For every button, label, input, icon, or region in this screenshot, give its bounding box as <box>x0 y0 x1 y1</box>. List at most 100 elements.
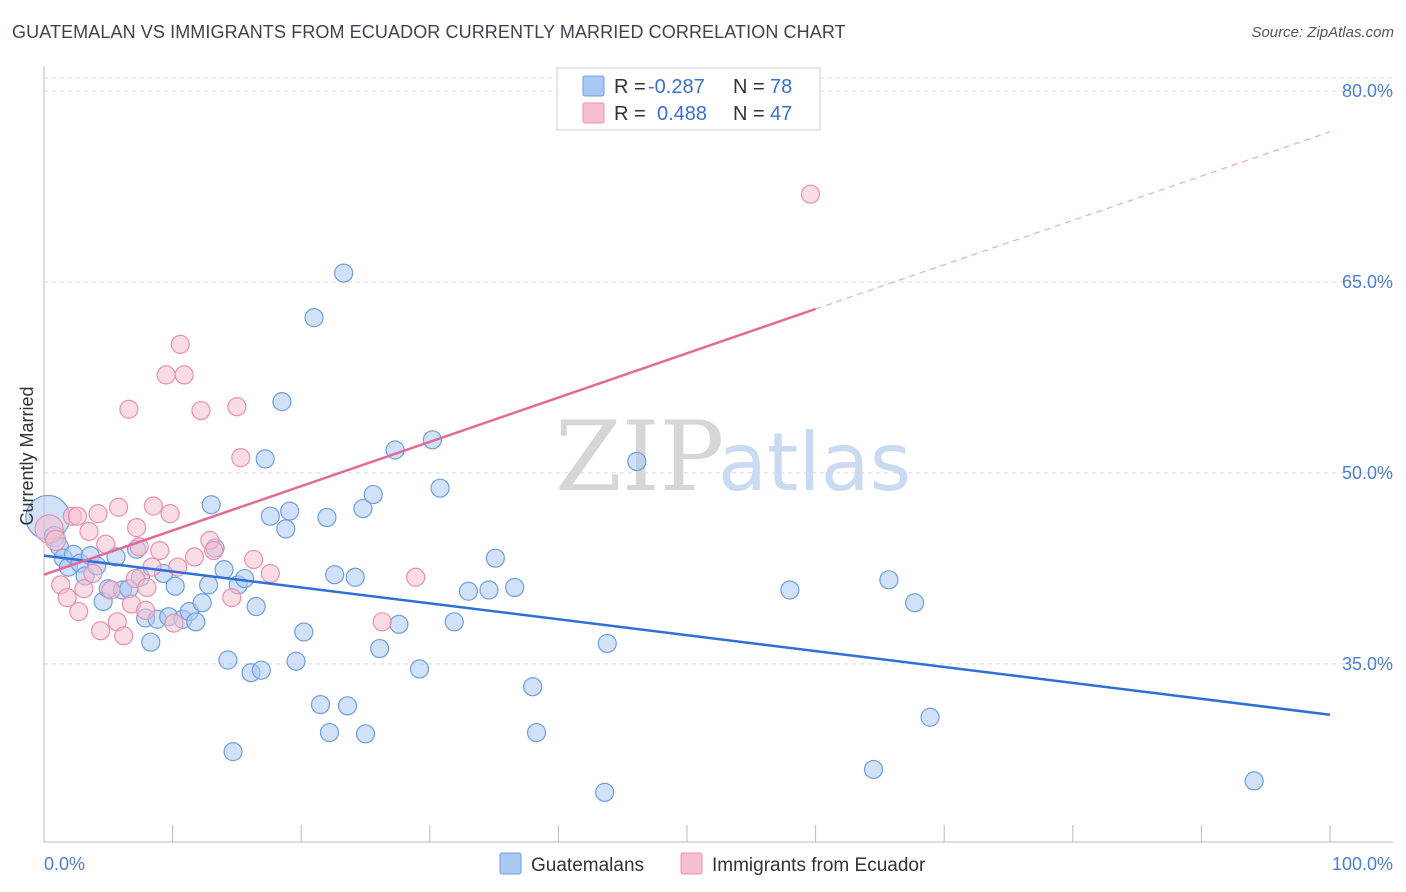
guatemalan-point <box>345 567 365 587</box>
legend-r-value: -0.287 <box>648 76 705 98</box>
y-tick-label: 65.0% <box>1342 272 1393 292</box>
ecuador-point <box>170 334 190 354</box>
trend-layer <box>43 131 1331 716</box>
guatemalan-point <box>1244 771 1264 791</box>
guatemalan-point <box>199 575 219 595</box>
ecuador-point <box>67 506 88 526</box>
ecuador-point <box>74 579 94 599</box>
legend-row-ecuador: R = 0.488 N = 47 <box>582 102 792 125</box>
ecuador-point <box>88 504 108 524</box>
ecuador-point <box>126 518 147 538</box>
y-axis-label: Currently Married <box>17 386 37 525</box>
ecuador-point <box>90 621 111 641</box>
watermark: ZIP atlas <box>555 401 911 513</box>
guatemalan-point <box>597 633 617 654</box>
guatemalan-point <box>286 651 306 671</box>
ecuador-point <box>260 563 280 584</box>
guatemalan-point <box>218 650 238 670</box>
x-tick-label-min: 0.0% <box>44 854 85 874</box>
ecuador-point <box>101 580 121 600</box>
chart-source: Source: ZipAtlas.com <box>1251 24 1394 41</box>
guatemalan-point <box>905 593 925 613</box>
guatemalan-point <box>353 498 373 519</box>
ecuador-point <box>222 588 242 608</box>
guatemalan-point <box>280 501 300 521</box>
ecuador-point <box>137 577 157 598</box>
ecuador-point <box>108 497 129 517</box>
guatemalan-point <box>334 263 354 283</box>
legend-r-value: 0.488 <box>657 103 707 125</box>
ecuador-trend-line <box>43 307 817 576</box>
guatemalan-point <box>485 548 505 568</box>
guatemalan-point <box>444 612 464 632</box>
ecuador-point <box>244 549 264 570</box>
guatemalan-point <box>141 632 161 652</box>
ecuador-point <box>156 365 176 385</box>
ecuador-point <box>114 626 134 646</box>
bottom-legend-swatch-blue <box>499 852 522 875</box>
guatemalan-point <box>251 660 271 680</box>
guatemalan-point <box>370 638 390 659</box>
bottom-legend-label-ecuador: Immigrants from Ecuador <box>712 855 926 876</box>
points-layer <box>25 184 1264 802</box>
bottom-legend: Guatemalans Immigrants from Ecuador <box>499 852 926 876</box>
guatemalan-point <box>780 580 800 600</box>
guatemalan-point <box>186 612 206 632</box>
ecuador-point <box>79 521 99 542</box>
ecuador-point <box>174 365 194 385</box>
guatemalan-point <box>389 614 409 634</box>
ecuador-point <box>406 567 426 587</box>
axis-layer: 35.0% 50.0% 65.0% 80.0% <box>43 66 1393 843</box>
guatemalan-point <box>458 581 478 601</box>
legend-n-label: N = <box>733 76 765 98</box>
guatemalan-point <box>317 507 337 528</box>
legend-n-value: 47 <box>770 103 792 125</box>
bottom-legend-label-guatemalans: Guatemalans <box>531 855 644 876</box>
ecuador-point <box>227 397 247 417</box>
guatemalan-point <box>920 707 940 727</box>
ecuador-point <box>231 448 251 468</box>
guatemalan-point <box>310 694 331 715</box>
ecuador-trend-extension <box>815 131 1331 310</box>
y-tick-label: 80.0% <box>1342 81 1393 101</box>
ecuador-point <box>69 602 89 622</box>
guatemalan-point <box>165 576 185 596</box>
guatemalan-point <box>879 570 899 590</box>
ecuador-point <box>83 563 103 584</box>
ecuador-point <box>143 496 163 516</box>
guatemalan-point <box>260 506 280 526</box>
guatemalan-trend-line <box>43 554 1331 716</box>
guatemalan-point <box>276 519 296 539</box>
guatemalan-point <box>505 577 525 598</box>
guatemalan-point <box>304 308 324 328</box>
legend-swatch-blue <box>582 75 605 97</box>
guatemalan-point <box>526 722 547 743</box>
guatemalan-point <box>355 724 376 744</box>
ecuador-point <box>119 399 139 419</box>
bottom-legend-swatch-pink <box>680 852 703 875</box>
y-tick-label: 50.0% <box>1342 463 1393 483</box>
guatemalan-point <box>201 495 221 515</box>
guatemalan-point <box>627 451 647 472</box>
ecuador-point <box>44 529 67 551</box>
ecuador-point <box>57 588 77 608</box>
legend-row-guatemalans: R = -0.287 N = 78 <box>582 75 792 98</box>
guatemalan-point <box>337 696 358 716</box>
guatemalan-point <box>192 593 212 613</box>
guatemalan-point <box>294 622 314 642</box>
legend-r-label: R = <box>614 103 646 125</box>
legend-n-value: 78 <box>770 76 792 98</box>
ecuador-point <box>164 613 184 633</box>
guatemalan-point <box>272 392 292 412</box>
guatemalan-point <box>523 677 543 697</box>
guatemalan-point <box>319 722 340 743</box>
guatemalan-point <box>595 782 615 802</box>
ecuador-point <box>150 540 170 561</box>
ecuador-point <box>160 504 180 524</box>
legend-n-label: N = <box>733 103 765 125</box>
guatemalan-point <box>223 742 243 762</box>
guatemalan-point <box>409 659 430 679</box>
guatemalan-point <box>863 759 884 780</box>
watermark-atlas: atlas <box>718 416 911 509</box>
guatemalan-point <box>246 596 266 617</box>
